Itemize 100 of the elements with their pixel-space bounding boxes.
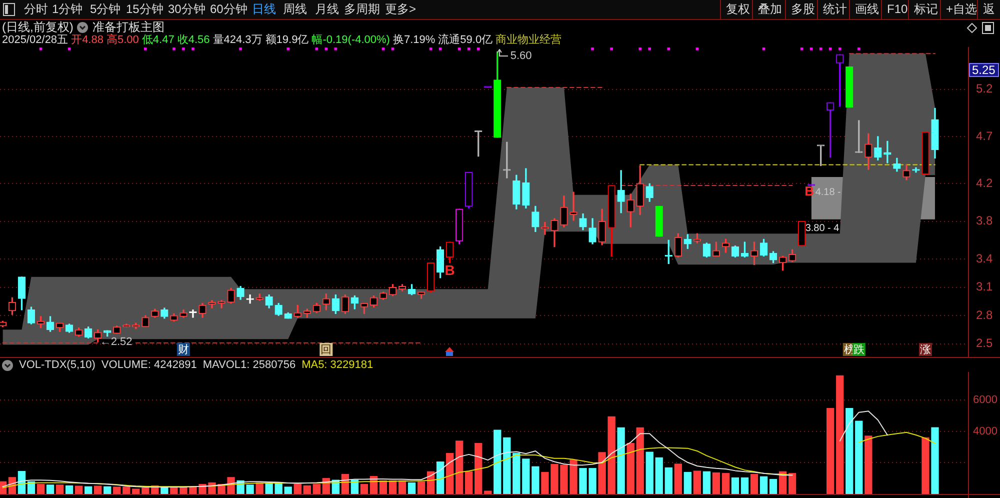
text: 流通59.0亿 — [438, 34, 493, 47]
bar — [456, 440, 464, 494]
bar — [256, 482, 264, 494]
y-tick-label: 2.8 — [976, 308, 994, 322]
bar — [104, 486, 112, 494]
bar — [702, 471, 711, 494]
bar — [294, 484, 302, 494]
bar — [436, 461, 444, 494]
text: 分时 — [24, 2, 48, 17]
bar — [36, 484, 45, 494]
candlestick — [570, 192, 578, 221]
bar — [142, 487, 150, 494]
bar — [750, 474, 758, 494]
text: 2025/02/28五 — [2, 34, 68, 47]
candlestick — [246, 294, 254, 304]
bar — [788, 473, 796, 494]
text: 1分钟 — [52, 2, 83, 17]
bar — [512, 453, 520, 494]
text: 换7.19% — [392, 34, 436, 47]
bar — [864, 436, 872, 494]
text: 周线 — [283, 2, 307, 17]
text: 复权 — [720, 0, 754, 19]
bar — [284, 486, 292, 494]
text: 幅-0.19(-4.00%) — [312, 34, 390, 47]
text: 商业物业经营 — [496, 34, 562, 47]
bar — [922, 437, 930, 494]
bar — [769, 478, 778, 494]
text: 叠加 — [752, 0, 786, 19]
bar — [74, 486, 83, 494]
bar — [693, 470, 701, 494]
text: 画线 — [849, 0, 883, 19]
text: VOLUME: 4242891 — [101, 358, 197, 372]
text: 5分钟 — [90, 2, 121, 17]
text: 5.25 — [972, 62, 996, 77]
bar — [836, 375, 844, 494]
annotation: 财 — [178, 343, 189, 356]
text: 30分钟 — [168, 2, 206, 17]
candlestick — [884, 140, 892, 164]
bar — [740, 477, 749, 494]
text: 更多> — [385, 2, 416, 17]
text: 标记 — [908, 0, 942, 19]
bar — [113, 486, 121, 494]
bar — [398, 480, 406, 494]
annotation: B — [804, 184, 814, 199]
bar — [646, 452, 654, 494]
annotation: B — [444, 262, 455, 278]
text: 返 — [977, 0, 999, 19]
text: 高5.00 — [106, 34, 139, 47]
y-tick-label: 4000 — [973, 425, 998, 438]
bar — [484, 490, 492, 494]
text: 15分钟 — [126, 2, 164, 17]
bar — [712, 472, 720, 494]
chart-title: (日线,前复权) — [2, 20, 74, 34]
bar — [503, 437, 511, 494]
annotation: 涨 — [920, 344, 931, 356]
bar — [408, 482, 416, 494]
annotation: 3.80 - 4 — [805, 222, 840, 234]
y-tick-label: 6000 — [973, 394, 998, 406]
bar — [636, 427, 644, 494]
text: 多股 — [785, 0, 819, 19]
y-tick-label: 3.8 — [976, 214, 994, 228]
bar — [265, 482, 273, 494]
text: MAVOL1: 2580756 — [202, 358, 296, 372]
y-tick-label: 4.7 — [976, 128, 994, 143]
bar — [474, 442, 482, 494]
y-tick-label: 3.4 — [976, 251, 994, 266]
bar — [122, 486, 130, 494]
text: +自选 — [940, 0, 982, 19]
bar — [731, 477, 740, 494]
bar — [379, 480, 388, 494]
bar — [826, 408, 834, 494]
bar — [465, 471, 473, 494]
bar — [303, 485, 311, 494]
bar — [664, 467, 672, 494]
text: 收4.56 — [177, 34, 210, 47]
annotation: 5.60 — [510, 50, 532, 62]
text: MA5: 3229181 — [302, 358, 374, 372]
annotation: 跌 — [853, 344, 864, 356]
text: VOL-TDX(5,10) — [19, 358, 96, 372]
bar — [312, 484, 320, 494]
text: 统计 — [817, 0, 851, 19]
annotation: ←2.52 — [100, 336, 132, 348]
bar — [56, 484, 64, 494]
text: F10 — [881, 0, 912, 19]
chart-subtitle: 准备打板主图 — [92, 20, 164, 34]
bar — [417, 481, 426, 494]
bar — [84, 486, 92, 494]
bar — [722, 473, 730, 494]
text: 日线 — [252, 2, 276, 17]
bar — [617, 427, 625, 494]
text: 多周期 — [344, 2, 380, 17]
bar — [446, 453, 454, 494]
bar — [846, 408, 854, 494]
bar — [855, 420, 863, 494]
bar — [388, 480, 397, 494]
bar — [360, 484, 368, 494]
annotation: 4.18 - — [815, 186, 841, 198]
bar — [684, 472, 692, 494]
y-tick-label: 4.2 — [976, 176, 994, 190]
bar — [46, 484, 54, 494]
